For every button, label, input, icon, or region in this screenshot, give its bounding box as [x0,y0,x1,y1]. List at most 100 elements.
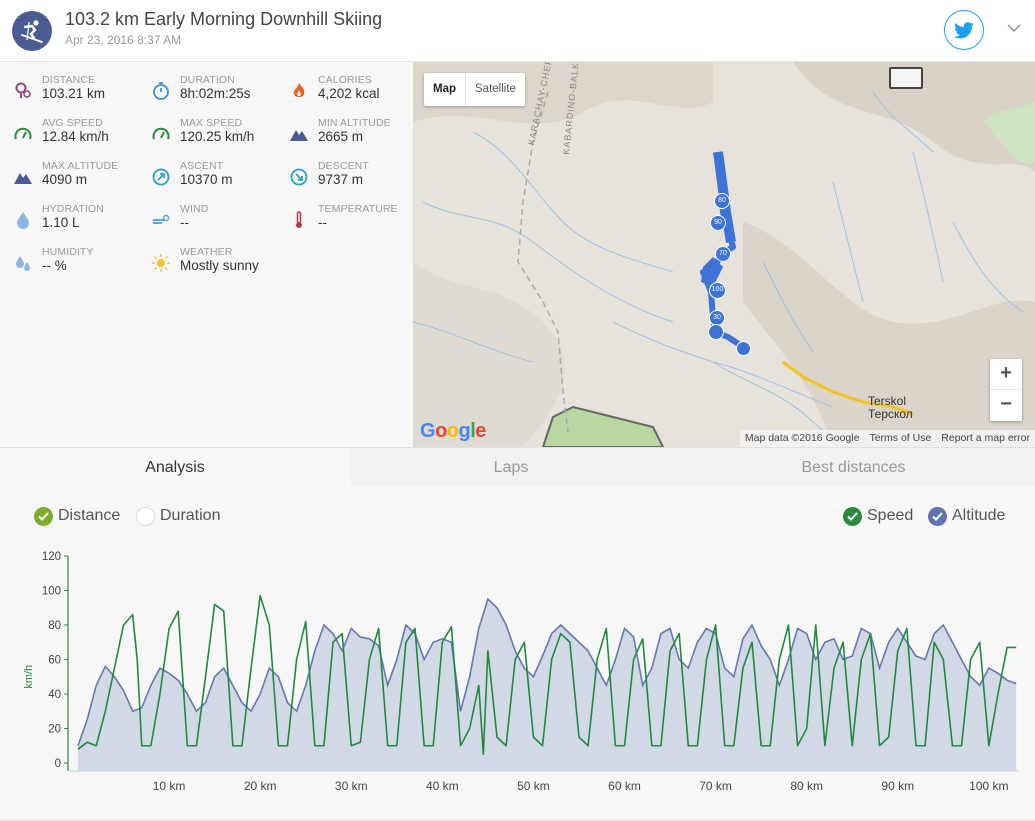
tab-laps[interactable]: Laps [493,459,529,476]
y-tick-label: 80 [48,620,61,632]
analysis-tabs: Analysis Laps Best distances [0,447,1035,487]
mountain-icon [12,166,34,188]
stat-value: 8h:02m:25s [180,86,251,101]
speed-toggle-label: Speed [867,507,914,524]
stat-label: MIN ALTITUDE [318,117,391,129]
route-marker[interactable]: 100 [709,282,726,299]
stat-label: DESCENT [318,160,369,172]
x-tick-label: 90 km [881,779,914,793]
x-tick-label: 70 km [699,779,732,793]
altitude-line [77,597,1017,747]
terms-of-use-link[interactable]: Terms of Use [869,432,932,444]
stat-value: Mostly sunny [180,258,259,273]
stat-descent: DESCENT 9737 m [288,160,423,196]
x-tick-label: 10 km [153,779,186,793]
stat-hydration: HYDRATION 1.10 L [12,203,147,239]
stat-min-altitude: MIN ALTITUDE 2665 m [288,117,423,153]
map-type-control: Map Satellite [424,73,525,106]
town-label: Terskol Терскол [868,395,913,421]
stat-label: DURATION [180,74,235,86]
duration-toggle-label: Duration [160,507,221,524]
stat-value: 4090 m [42,172,88,187]
stat-label: CALORIES [318,74,372,86]
stat-value: 1.10 L [42,215,80,230]
checkmark-icon [843,506,862,526]
altitude-area [78,599,1017,771]
report-map-error-link[interactable]: Report a map error [941,432,1030,444]
stat-label: DISTANCE [42,74,96,86]
map-type-satellite-button[interactable]: Satellite [475,83,516,95]
distance-toggle-label: Distance [58,507,121,524]
speedometer-icon [150,123,172,145]
mountain-icon [288,123,310,145]
zoom-in-button[interactable]: + [990,359,1022,390]
stat-label: MAX ALTITUDE [42,160,119,172]
route-map[interactable]: 80 90 70 100 30 KARACHAY-CHERK KABARDINO… [413,62,1035,447]
fullscreen-icon[interactable] [889,67,923,89]
speed-altitude-chart: 0 20 40 60 80 100 120 km/h 10 km 20 km 30 km 40 km 5… [23,551,1018,793]
checkmark-icon [928,506,947,526]
wind-icon [150,209,172,231]
chevron-down-icon[interactable] [1004,18,1024,38]
twitter-share-button[interactable] [944,10,984,50]
stat-value: 9737 m [318,172,364,187]
activity-title: 103.2 km Early Morning Downhill Skiing [65,9,383,29]
thermometer-icon [288,209,310,231]
stat-value: 10370 m [180,172,233,187]
stat-value: 4,202 kcal [318,86,380,101]
route-marker[interactable]: 80 [714,193,730,209]
stat-ascent: ASCENT 10370 m [150,160,285,196]
zoom-out-button[interactable]: − [1000,393,1012,415]
route-marker[interactable]: 90 [710,215,726,231]
map-attribution: Map data ©2016 Google Terms of Use Repor… [739,430,1035,447]
x-tick-label: 80 km [790,779,823,793]
tab-analysis[interactable]: Analysis [0,448,350,487]
speed-toggle[interactable]: Speed [843,505,913,527]
stat-value: 12.84 km/h [42,129,109,144]
activity-date: Apr 23, 2016 8:37 AM [65,33,182,47]
map-type-map-button[interactable]: Map [424,73,466,106]
water-drop-icon [12,209,34,231]
speedometer-icon [12,123,34,145]
location-pin-icon [12,80,34,102]
stat-value: -- [180,215,189,230]
chart-panel: Distance Duration Speed Altitude 0 20 40 60… [0,486,1035,821]
stat-label: TEMPERATURE [318,203,398,215]
stat-weather: WEATHER Mostly sunny [150,246,285,282]
altitude-toggle[interactable]: Altitude [928,505,1005,527]
stat-value: 2665 m [318,129,364,144]
x-tick-label: 40 km [426,779,459,793]
google-logo: Google [420,420,486,442]
stat-wind: WIND -- [150,203,285,239]
tab-best-distances[interactable]: Best distances [801,459,906,476]
town-label-en: Terskol [868,394,907,408]
y-tick-label: 100 [42,586,61,598]
y-tick-label: 20 [48,724,61,736]
route-marker[interactable]: 30 [709,310,725,326]
stat-label: ASCENT [180,160,224,172]
y-axis-label: km/h [23,665,35,689]
stat-label: AVG SPEED [42,117,103,129]
start-pin-icon[interactable] [708,324,724,340]
stat-value: -- % [42,258,67,273]
x-tick-label: 20 km [244,779,277,793]
stat-value: 120.25 km/h [180,129,255,144]
x-tick-label: 30 km [335,779,368,793]
descent-icon [288,166,310,188]
duration-toggle[interactable]: Duration [136,505,220,527]
distance-toggle[interactable]: Distance [34,505,120,527]
humidity-drops-icon [12,252,34,274]
stat-label: WIND [180,203,209,215]
stat-max-speed: MAX SPEED 120.25 km/h [150,117,285,153]
twitter-icon [954,21,974,38]
checkmark-icon [34,506,53,526]
y-tick-label: 40 [48,689,61,701]
stat-max-altitude: MAX ALTITUDE 4090 m [12,160,147,196]
unchecked-circle-icon [136,506,155,526]
stat-value: -- [318,215,327,230]
stat-avg-speed: AVG SPEED 12.84 km/h [12,117,147,153]
route-marker[interactable]: 70 [715,246,731,262]
x-tick-label: 60 km [608,779,641,793]
stat-label: WEATHER [180,246,233,258]
end-pin-icon[interactable] [736,341,751,356]
